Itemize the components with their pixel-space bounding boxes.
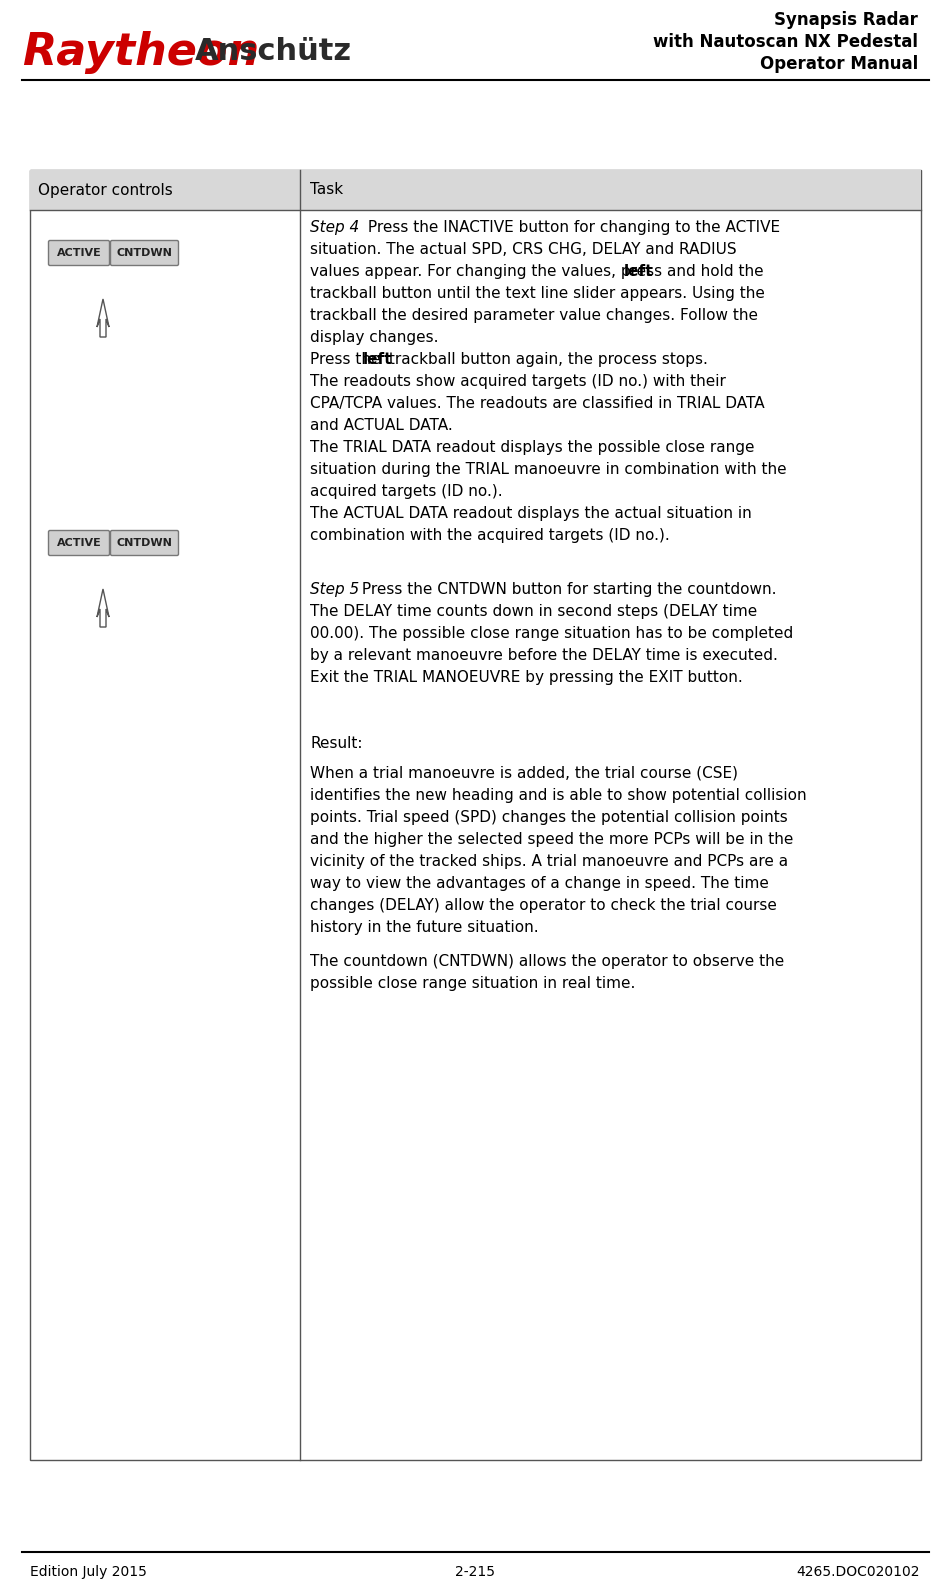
Text: trackball the desired parameter value changes. Follow the: trackball the desired parameter value ch… [310, 309, 758, 323]
Text: CPA/TCPA values. The readouts are classified in TRIAL DATA: CPA/TCPA values. The readouts are classi… [310, 396, 765, 410]
Text: CNTDWN: CNTDWN [117, 538, 172, 547]
Text: ACTIVE: ACTIVE [57, 538, 102, 547]
Text: trackball button until the text line slider appears. Using the: trackball button until the text line sli… [310, 286, 765, 301]
Bar [30, 170, 921, 1461]
Text: left: left [624, 264, 653, 278]
Text: display changes.: display changes. [310, 329, 438, 345]
Text: identifies the new heading and is able to show potential collision: identifies the new heading and is able t… [310, 788, 806, 803]
Text: ACTIVE: ACTIVE [57, 248, 102, 258]
Text: Exit the TRIAL MANOEUVRE by pressing the EXIT button.: Exit the TRIAL MANOEUVRE by pressing the… [310, 670, 743, 686]
Text: way to view the advantages of a change in speed. The time: way to view the advantages of a change i… [310, 877, 768, 891]
Text: and ACTUAL DATA.: and ACTUAL DATA. [310, 418, 453, 433]
Text: Operator Manual: Operator Manual [760, 56, 918, 73]
Text: combination with the acquired targets (ID no.).: combination with the acquired targets (I… [310, 528, 670, 543]
Text: Step 5: Step 5 [310, 582, 359, 597]
FancyBboxPatch shape [49, 240, 109, 266]
Text: changes (DELAY) allow the operator to check the trial course: changes (DELAY) allow the operator to ch… [310, 897, 777, 913]
Text: points. Trial speed (SPD) changes the potential collision points: points. Trial speed (SPD) changes the po… [310, 810, 787, 826]
Text: Operator controls: Operator controls [38, 183, 173, 197]
Text: situation. The actual SPD, CRS CHG, DELAY and RADIUS: situation. The actual SPD, CRS CHG, DELA… [310, 242, 737, 258]
Text: Synapsis Radar: Synapsis Radar [774, 11, 918, 29]
Text: The DELAY time counts down in second steps (DELAY time: The DELAY time counts down in second ste… [310, 605, 757, 619]
Text: Anschütz: Anschütz [195, 38, 352, 67]
FancyBboxPatch shape [110, 240, 179, 266]
Bar [30, 170, 921, 210]
Text: history in the future situation.: history in the future situation. [310, 920, 538, 936]
Text: Press the INACTIVE button for changing to the ACTIVE: Press the INACTIVE button for changing t… [363, 220, 780, 235]
Text: Press the CNTDWN button for starting the countdown.: Press the CNTDWN button for starting the… [357, 582, 777, 597]
Text: by a relevant manoeuvre before the DELAY time is executed.: by a relevant manoeuvre before the DELAY… [310, 648, 778, 663]
Text: vicinity of the tracked ships. A trial manoeuvre and PCPs are a: vicinity of the tracked ships. A trial m… [310, 854, 788, 869]
Text: Task: Task [310, 183, 343, 197]
Text: left: left [363, 352, 393, 368]
Text: CNTDWN: CNTDWN [117, 248, 172, 258]
Text: acquired targets (ID no.).: acquired targets (ID no.). [310, 484, 503, 500]
Text: Step 4: Step 4 [310, 220, 359, 235]
Text: The ACTUAL DATA readout displays the actual situation in: The ACTUAL DATA readout displays the act… [310, 506, 751, 520]
Text: values appear. For changing the values, press and hold the: values appear. For changing the values, … [310, 264, 768, 278]
Text: The countdown (CNTDWN) allows the operator to observe the: The countdown (CNTDWN) allows the operat… [310, 955, 785, 969]
FancyBboxPatch shape [49, 530, 109, 555]
Text: 4265.DOC020102: 4265.DOC020102 [797, 1566, 920, 1578]
Text: and the higher the selected speed the more PCPs will be in the: and the higher the selected speed the mo… [310, 832, 793, 846]
Text: Press the: Press the [310, 352, 385, 368]
Text: with Nautoscan NX Pedestal: with Nautoscan NX Pedestal [653, 33, 918, 51]
FancyBboxPatch shape [110, 530, 179, 555]
Text: When a trial manoeuvre is added, the trial course (CSE): When a trial manoeuvre is added, the tri… [310, 765, 738, 781]
Polygon shape [97, 589, 109, 627]
Text: 00.00). The possible close range situation has to be completed: 00.00). The possible close range situati… [310, 625, 793, 641]
Text: Result:: Result: [310, 737, 362, 751]
Text: The TRIAL DATA readout displays the possible close range: The TRIAL DATA readout displays the poss… [310, 441, 754, 455]
Text: The readouts show acquired targets (ID no.) with their: The readouts show acquired targets (ID n… [310, 374, 726, 390]
Text: Raytheon: Raytheon [22, 30, 259, 73]
Polygon shape [97, 299, 109, 337]
Text: Edition July 2015: Edition July 2015 [30, 1566, 146, 1578]
Text: trackball button again, the process stops.: trackball button again, the process stop… [384, 352, 708, 368]
Text: situation during the TRIAL manoeuvre in combination with the: situation during the TRIAL manoeuvre in … [310, 461, 786, 477]
Text: possible close range situation in real time.: possible close range situation in real t… [310, 975, 635, 991]
Text: 2-215: 2-215 [456, 1566, 495, 1578]
